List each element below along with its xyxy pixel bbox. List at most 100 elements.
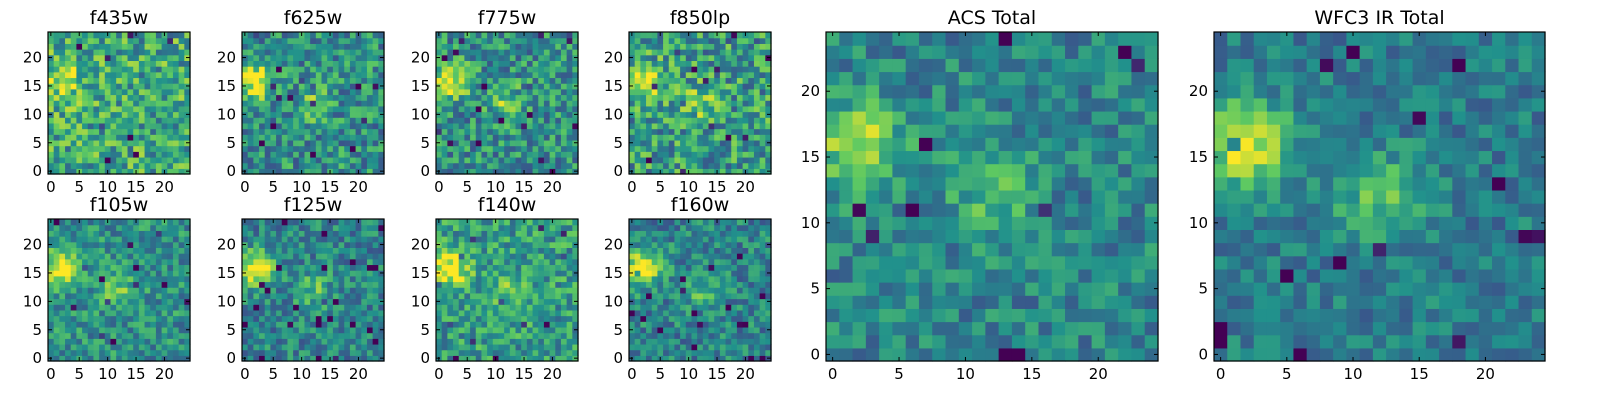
- heatmap-cell: [298, 60, 306, 67]
- heatmap-cell: [487, 94, 494, 101]
- heatmap-cell: [287, 287, 294, 294]
- heatmap-cell: [509, 241, 517, 248]
- heatmap-cell: [259, 338, 266, 345]
- heatmap-cell: [276, 258, 283, 266]
- heatmap-cell: [378, 230, 385, 237]
- heatmap-cell: [99, 49, 106, 56]
- heatmap-cell: [492, 326, 500, 334]
- heatmap-cell: [441, 321, 448, 328]
- heatmap-cell: [76, 77, 83, 84]
- heatmap-cell: [526, 304, 534, 311]
- heatmap-cell: [572, 162, 579, 169]
- heatmap-cell: [138, 117, 146, 124]
- heatmap-cell: [372, 253, 379, 260]
- heatmap-cell: [76, 105, 83, 113]
- heatmap-cell: [338, 83, 345, 90]
- heatmap-cell: [691, 100, 698, 107]
- heatmap-cell: [338, 54, 345, 61]
- heatmap-cell: [327, 117, 334, 124]
- heatmap-cell: [304, 270, 311, 277]
- heatmap-cell: [725, 139, 732, 147]
- heatmap-cell: [436, 309, 443, 317]
- heatmap-cell: [765, 134, 772, 141]
- heatmap-cell: [708, 321, 715, 328]
- heatmap-cell: [310, 309, 317, 317]
- heatmap-cell: [70, 162, 77, 169]
- heatmap-cell: [742, 88, 749, 96]
- heatmap-cell: [150, 100, 157, 107]
- heatmap-cell: [110, 134, 117, 141]
- heatmap-cell: [674, 54, 681, 61]
- heatmap-cell: [697, 326, 704, 334]
- heatmap-cell: [82, 281, 89, 288]
- heatmap-cell: [372, 151, 379, 158]
- heatmap-cell: [270, 264, 277, 271]
- heatmap-cell: [555, 32, 562, 39]
- heatmap-cell: [127, 128, 134, 135]
- heatmap-cell: [87, 54, 95, 61]
- heatmap-cell: [555, 128, 562, 135]
- heatmap-cell: [276, 253, 283, 260]
- heatmap-cell: [110, 355, 117, 362]
- heatmap-cell: [742, 111, 749, 118]
- heatmap-cell: [310, 77, 317, 84]
- heatmap-cell: [453, 309, 460, 317]
- heatmap-cell: [719, 54, 727, 61]
- heatmap-cell: [566, 219, 573, 226]
- heatmap-cell: [436, 338, 443, 345]
- heatmap-cell: [372, 162, 379, 169]
- heatmap-cell: [702, 326, 710, 334]
- heatmap-cell: [184, 128, 191, 135]
- heatmap-cell: [521, 43, 528, 50]
- heatmap-cell: [259, 139, 266, 147]
- heatmap-cell: [281, 338, 289, 345]
- heatmap-cell: [253, 321, 260, 328]
- heatmap-cell: [680, 66, 687, 73]
- heatmap-cell: [651, 292, 658, 300]
- heatmap-cell: [481, 128, 488, 135]
- heatmap-cell: [264, 258, 271, 266]
- heatmap-cell: [725, 60, 732, 67]
- heatmap-cell: [458, 66, 465, 73]
- heatmap-cell: [453, 287, 460, 294]
- heatmap-cell: [646, 71, 653, 79]
- heatmap-cell: [327, 224, 334, 231]
- heatmap-cell: [59, 236, 66, 243]
- heatmap-cell: [310, 298, 317, 305]
- heatmap-cell: [104, 37, 112, 44]
- heatmap-cell: [332, 94, 340, 101]
- heatmap-cell: [475, 43, 483, 50]
- heatmap-cell: [184, 156, 191, 164]
- heatmap-cell: [133, 281, 140, 288]
- heatmap-cell: [53, 253, 60, 260]
- heatmap-cell: [436, 37, 443, 44]
- heatmap-cell: [515, 349, 522, 356]
- heatmap-cell: [281, 94, 289, 101]
- heatmap-cell: [253, 281, 260, 288]
- heatmap-cell: [674, 71, 681, 79]
- heatmap-cell: [372, 224, 379, 231]
- heatmap-cell: [436, 134, 443, 141]
- heatmap-cell: [298, 54, 306, 61]
- heatmap-cell: [344, 54, 351, 61]
- heatmap-cell: [293, 230, 300, 237]
- heatmap-cell: [361, 332, 368, 339]
- heatmap-cell: [464, 145, 471, 152]
- heatmap-cell: [287, 162, 294, 169]
- heatmap-cell: [372, 54, 379, 61]
- heatmap-cell: [668, 343, 676, 351]
- heatmap-cell: [172, 54, 180, 61]
- heatmap-cell: [310, 145, 317, 152]
- heatmap-cell: [59, 253, 66, 260]
- heatmap-cell: [475, 162, 483, 169]
- heatmap-cell: [133, 122, 140, 130]
- heatmap-cell: [663, 145, 670, 152]
- heatmap-cell: [634, 287, 641, 294]
- heatmap-cell: [651, 88, 658, 96]
- heatmap-cell: [76, 139, 83, 147]
- heatmap-cell: [646, 270, 653, 277]
- heatmap-cell: [663, 281, 670, 288]
- heatmap-cell: [453, 292, 460, 300]
- heatmap-cell: [538, 88, 545, 96]
- heatmap-cell: [549, 111, 556, 118]
